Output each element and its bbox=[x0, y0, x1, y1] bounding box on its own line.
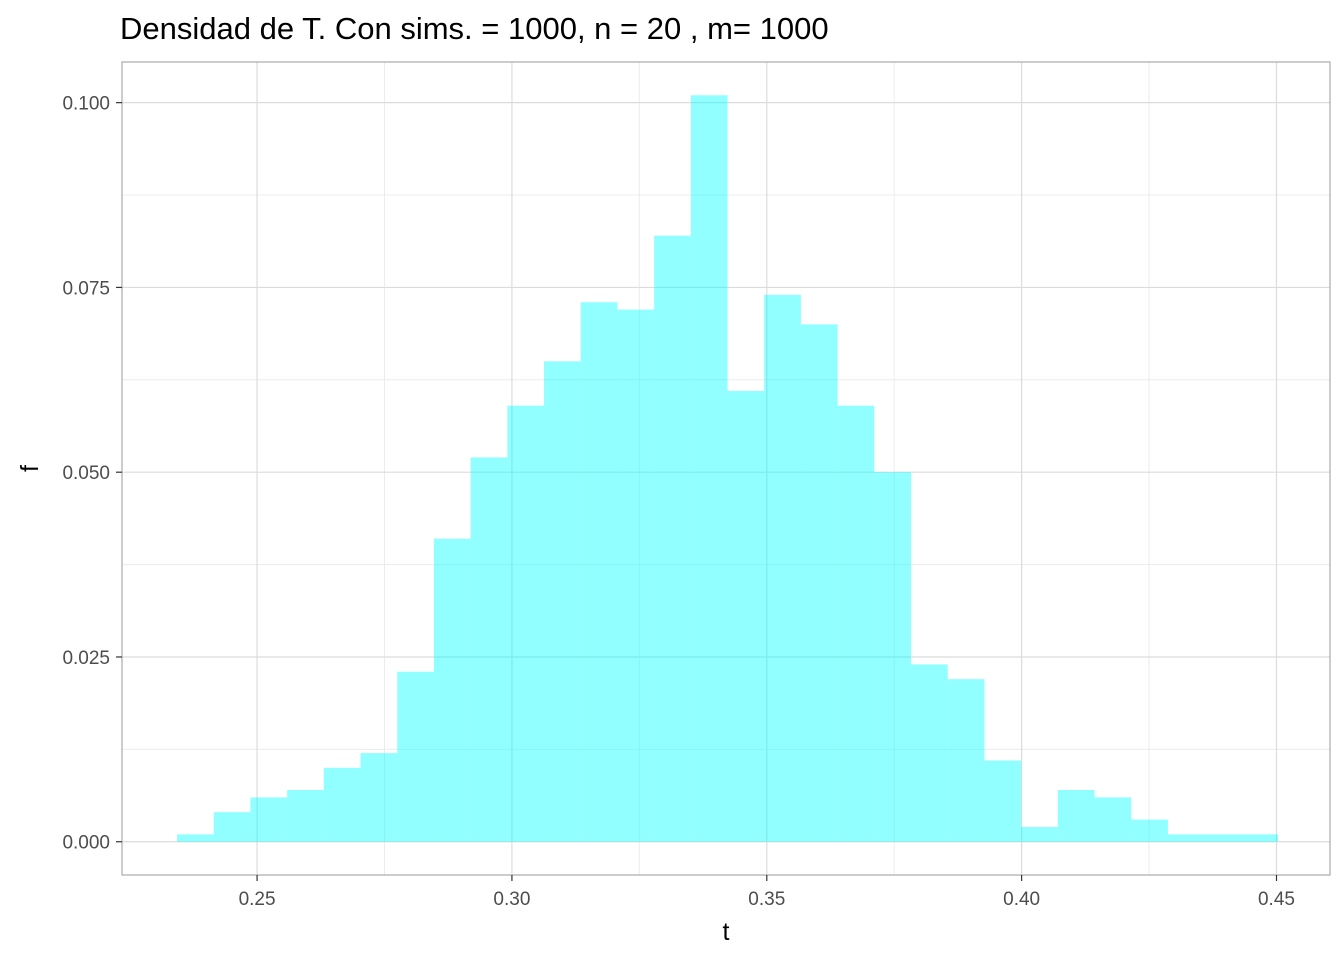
histogram-bar bbox=[360, 753, 398, 842]
histogram-bar bbox=[544, 361, 581, 842]
histogram-bar bbox=[984, 760, 1022, 842]
y-axis-ticks: 0.000 0.025 0.050 0.075 0.100 bbox=[62, 94, 122, 854]
histogram-bar bbox=[874, 472, 912, 842]
histogram-bar bbox=[837, 405, 875, 842]
histogram-bar bbox=[470, 457, 508, 842]
histogram-bar bbox=[177, 834, 214, 842]
histogram-bar bbox=[323, 767, 361, 842]
y-tick-label: 0.100 bbox=[62, 94, 110, 115]
x-tick-label: 0.40 bbox=[1003, 889, 1040, 910]
histogram-bar bbox=[911, 664, 948, 842]
histogram-bar bbox=[580, 302, 618, 842]
y-tick-label: 0.000 bbox=[62, 833, 110, 854]
histogram-bar bbox=[1021, 826, 1058, 842]
x-tick-label: 0.25 bbox=[239, 889, 276, 910]
histogram-bar bbox=[287, 790, 324, 842]
histogram-bar bbox=[397, 671, 434, 842]
histogram-bar bbox=[1057, 790, 1095, 842]
histogram-bar bbox=[433, 538, 471, 842]
histogram-bar bbox=[1094, 797, 1132, 842]
chart-title: Densidad de T. Con sims. = 1000, n = 20 … bbox=[120, 11, 829, 46]
y-tick-label: 0.025 bbox=[62, 648, 110, 669]
histogram-bar bbox=[1204, 834, 1242, 842]
x-tick-label: 0.45 bbox=[1258, 889, 1295, 910]
histogram-bar bbox=[947, 679, 985, 842]
histogram-bar bbox=[213, 812, 251, 842]
y-axis-label: f bbox=[16, 465, 44, 472]
panel-border bbox=[121, 61, 1331, 876]
x-tick-label: 0.35 bbox=[748, 889, 785, 910]
histogram-bar bbox=[690, 95, 728, 842]
x-tick-label: 0.30 bbox=[493, 889, 530, 910]
histogram-bar bbox=[1241, 834, 1279, 842]
histogram-bar bbox=[654, 235, 691, 842]
grid-minor bbox=[122, 62, 1330, 875]
y-tick-label: 0.050 bbox=[62, 463, 110, 484]
histogram-bar bbox=[727, 390, 765, 842]
histogram-bar bbox=[800, 324, 838, 842]
histogram-bar bbox=[764, 294, 801, 842]
x-axis-ticks: 0.25 0.30 0.35 0.40 0.45 bbox=[239, 875, 1295, 910]
histogram-bar bbox=[250, 797, 288, 842]
grid-major bbox=[122, 62, 1330, 875]
histogram-bar bbox=[1167, 834, 1205, 842]
histogram-bar bbox=[507, 405, 545, 842]
x-axis-label: t bbox=[723, 918, 730, 946]
histogram-bars bbox=[177, 95, 1279, 842]
histogram-bar bbox=[1131, 819, 1168, 842]
y-tick-label: 0.075 bbox=[62, 278, 110, 299]
histogram-bar bbox=[617, 309, 655, 842]
